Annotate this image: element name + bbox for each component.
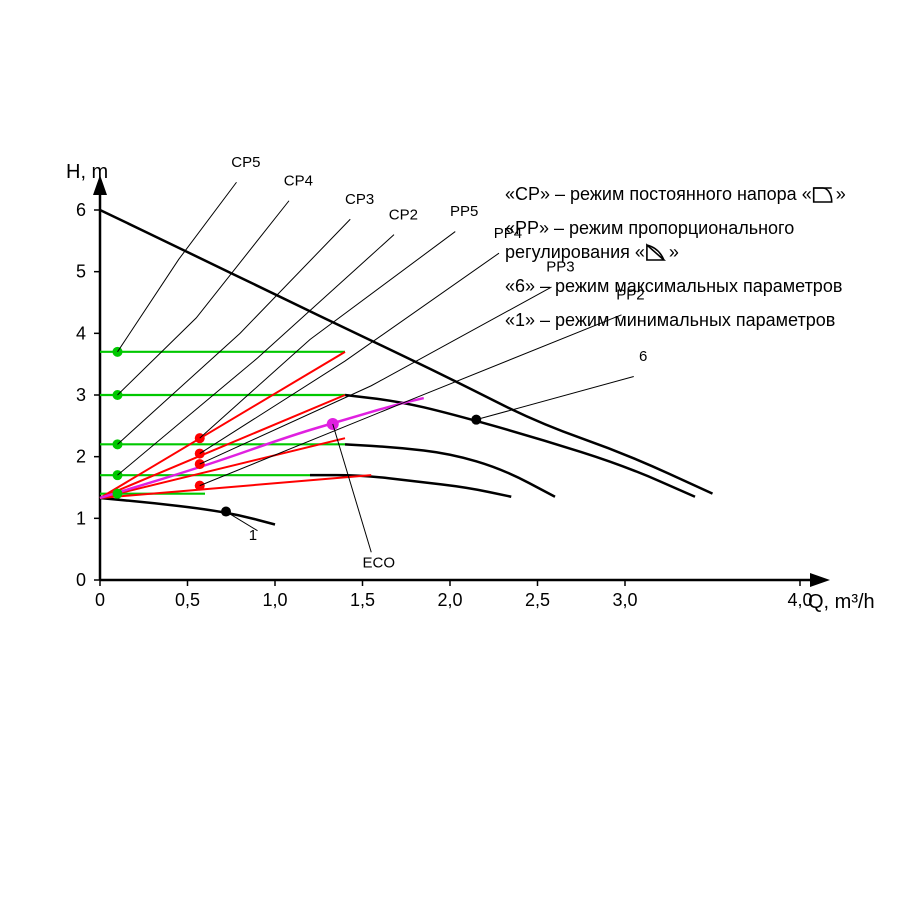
svg-text:CP2: CP2	[389, 206, 418, 223]
svg-text:2,0: 2,0	[437, 590, 462, 610]
series-group	[100, 398, 424, 498]
curve-c5	[345, 395, 695, 497]
svg-text:3,0: 3,0	[612, 590, 637, 610]
svg-text:2: 2	[76, 447, 86, 467]
svg-text:«1» – режим минимальных параме: «1» – режим минимальных параметров	[505, 310, 835, 330]
svg-text:«6» – режим максимальных парам: «6» – режим максимальных параметров	[505, 276, 842, 296]
svg-text:1: 1	[249, 527, 257, 544]
svg-text:5: 5	[76, 262, 86, 282]
curve-ECO	[100, 398, 424, 498]
svg-text:3: 3	[76, 385, 86, 405]
legend: «CP» – режим постоянного напора « » «PP» –…	[505, 184, 846, 330]
svg-text:1: 1	[76, 508, 86, 528]
svg-text:4: 4	[76, 323, 86, 343]
svg-text:0: 0	[76, 570, 86, 590]
svg-text:1,0: 1,0	[262, 590, 287, 610]
svg-text:«PP» – режим пропорционального: «PP» – режим пропорционального	[505, 218, 794, 238]
svg-text:CP5: CP5	[231, 154, 260, 171]
svg-text:CP4: CP4	[284, 172, 313, 189]
svg-text:ECO: ECO	[363, 555, 396, 572]
svg-text:»: »	[836, 184, 846, 204]
svg-text:0: 0	[95, 590, 105, 610]
markers	[113, 347, 123, 499]
svg-text:регулирования «: регулирования «	[505, 242, 645, 262]
svg-text:6: 6	[76, 200, 86, 220]
svg-text:PP5: PP5	[450, 203, 478, 220]
svg-text:1,5: 1,5	[350, 590, 375, 610]
svg-text:0,5: 0,5	[175, 590, 200, 610]
curve-1-lower	[100, 498, 275, 525]
svg-text:6: 6	[639, 348, 647, 365]
svg-text:Q, m³/h: Q, m³/h	[808, 591, 875, 613]
svg-text:«CP» – режим постоянного напор: «CP» – режим постоянного напора «	[505, 184, 812, 204]
svg-text:H, m: H, m	[66, 161, 108, 183]
svg-text:2,5: 2,5	[525, 590, 550, 610]
svg-text:»: »	[669, 242, 679, 262]
markers	[195, 433, 205, 490]
curve-c4	[345, 444, 555, 496]
svg-text:CP3: CP3	[345, 191, 374, 208]
